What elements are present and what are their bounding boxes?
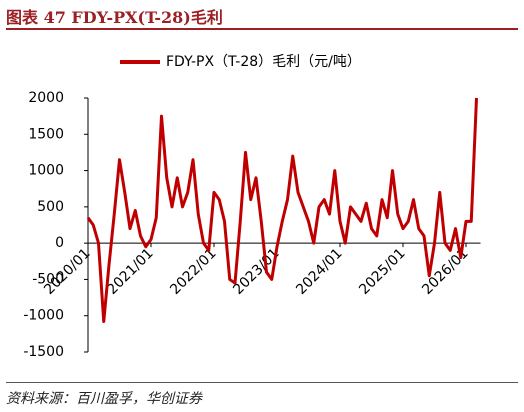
y-tick-label: 2000 — [28, 90, 64, 106]
y-tick-label: 1500 — [28, 126, 64, 142]
source-note: 资料来源：百川盈孚，华创证券 — [6, 391, 202, 407]
data-line — [86, 97, 478, 324]
y-tick-label: -500 — [32, 271, 64, 287]
x-tick-label: 2025/01 — [356, 245, 408, 297]
legend-label: FDY-PX（T-28）毛利（元/吨） — [166, 54, 361, 70]
x-tick-label: 2022/01 — [167, 245, 219, 297]
footer-rule — [6, 382, 518, 383]
x-tick-label: 2021/01 — [104, 245, 156, 297]
y-tick-label: 1000 — [28, 163, 64, 179]
figure-title: 图表 47 FDY-PX(T-28)毛利 — [6, 8, 223, 27]
x-tick-label: 2024/01 — [293, 245, 345, 297]
title-rule — [6, 28, 518, 30]
y-tick-label: -1500 — [23, 344, 64, 360]
y-tick-label: -1000 — [23, 308, 64, 324]
y-tick-label: 500 — [37, 199, 64, 215]
y-tick-label: 0 — [55, 235, 64, 251]
